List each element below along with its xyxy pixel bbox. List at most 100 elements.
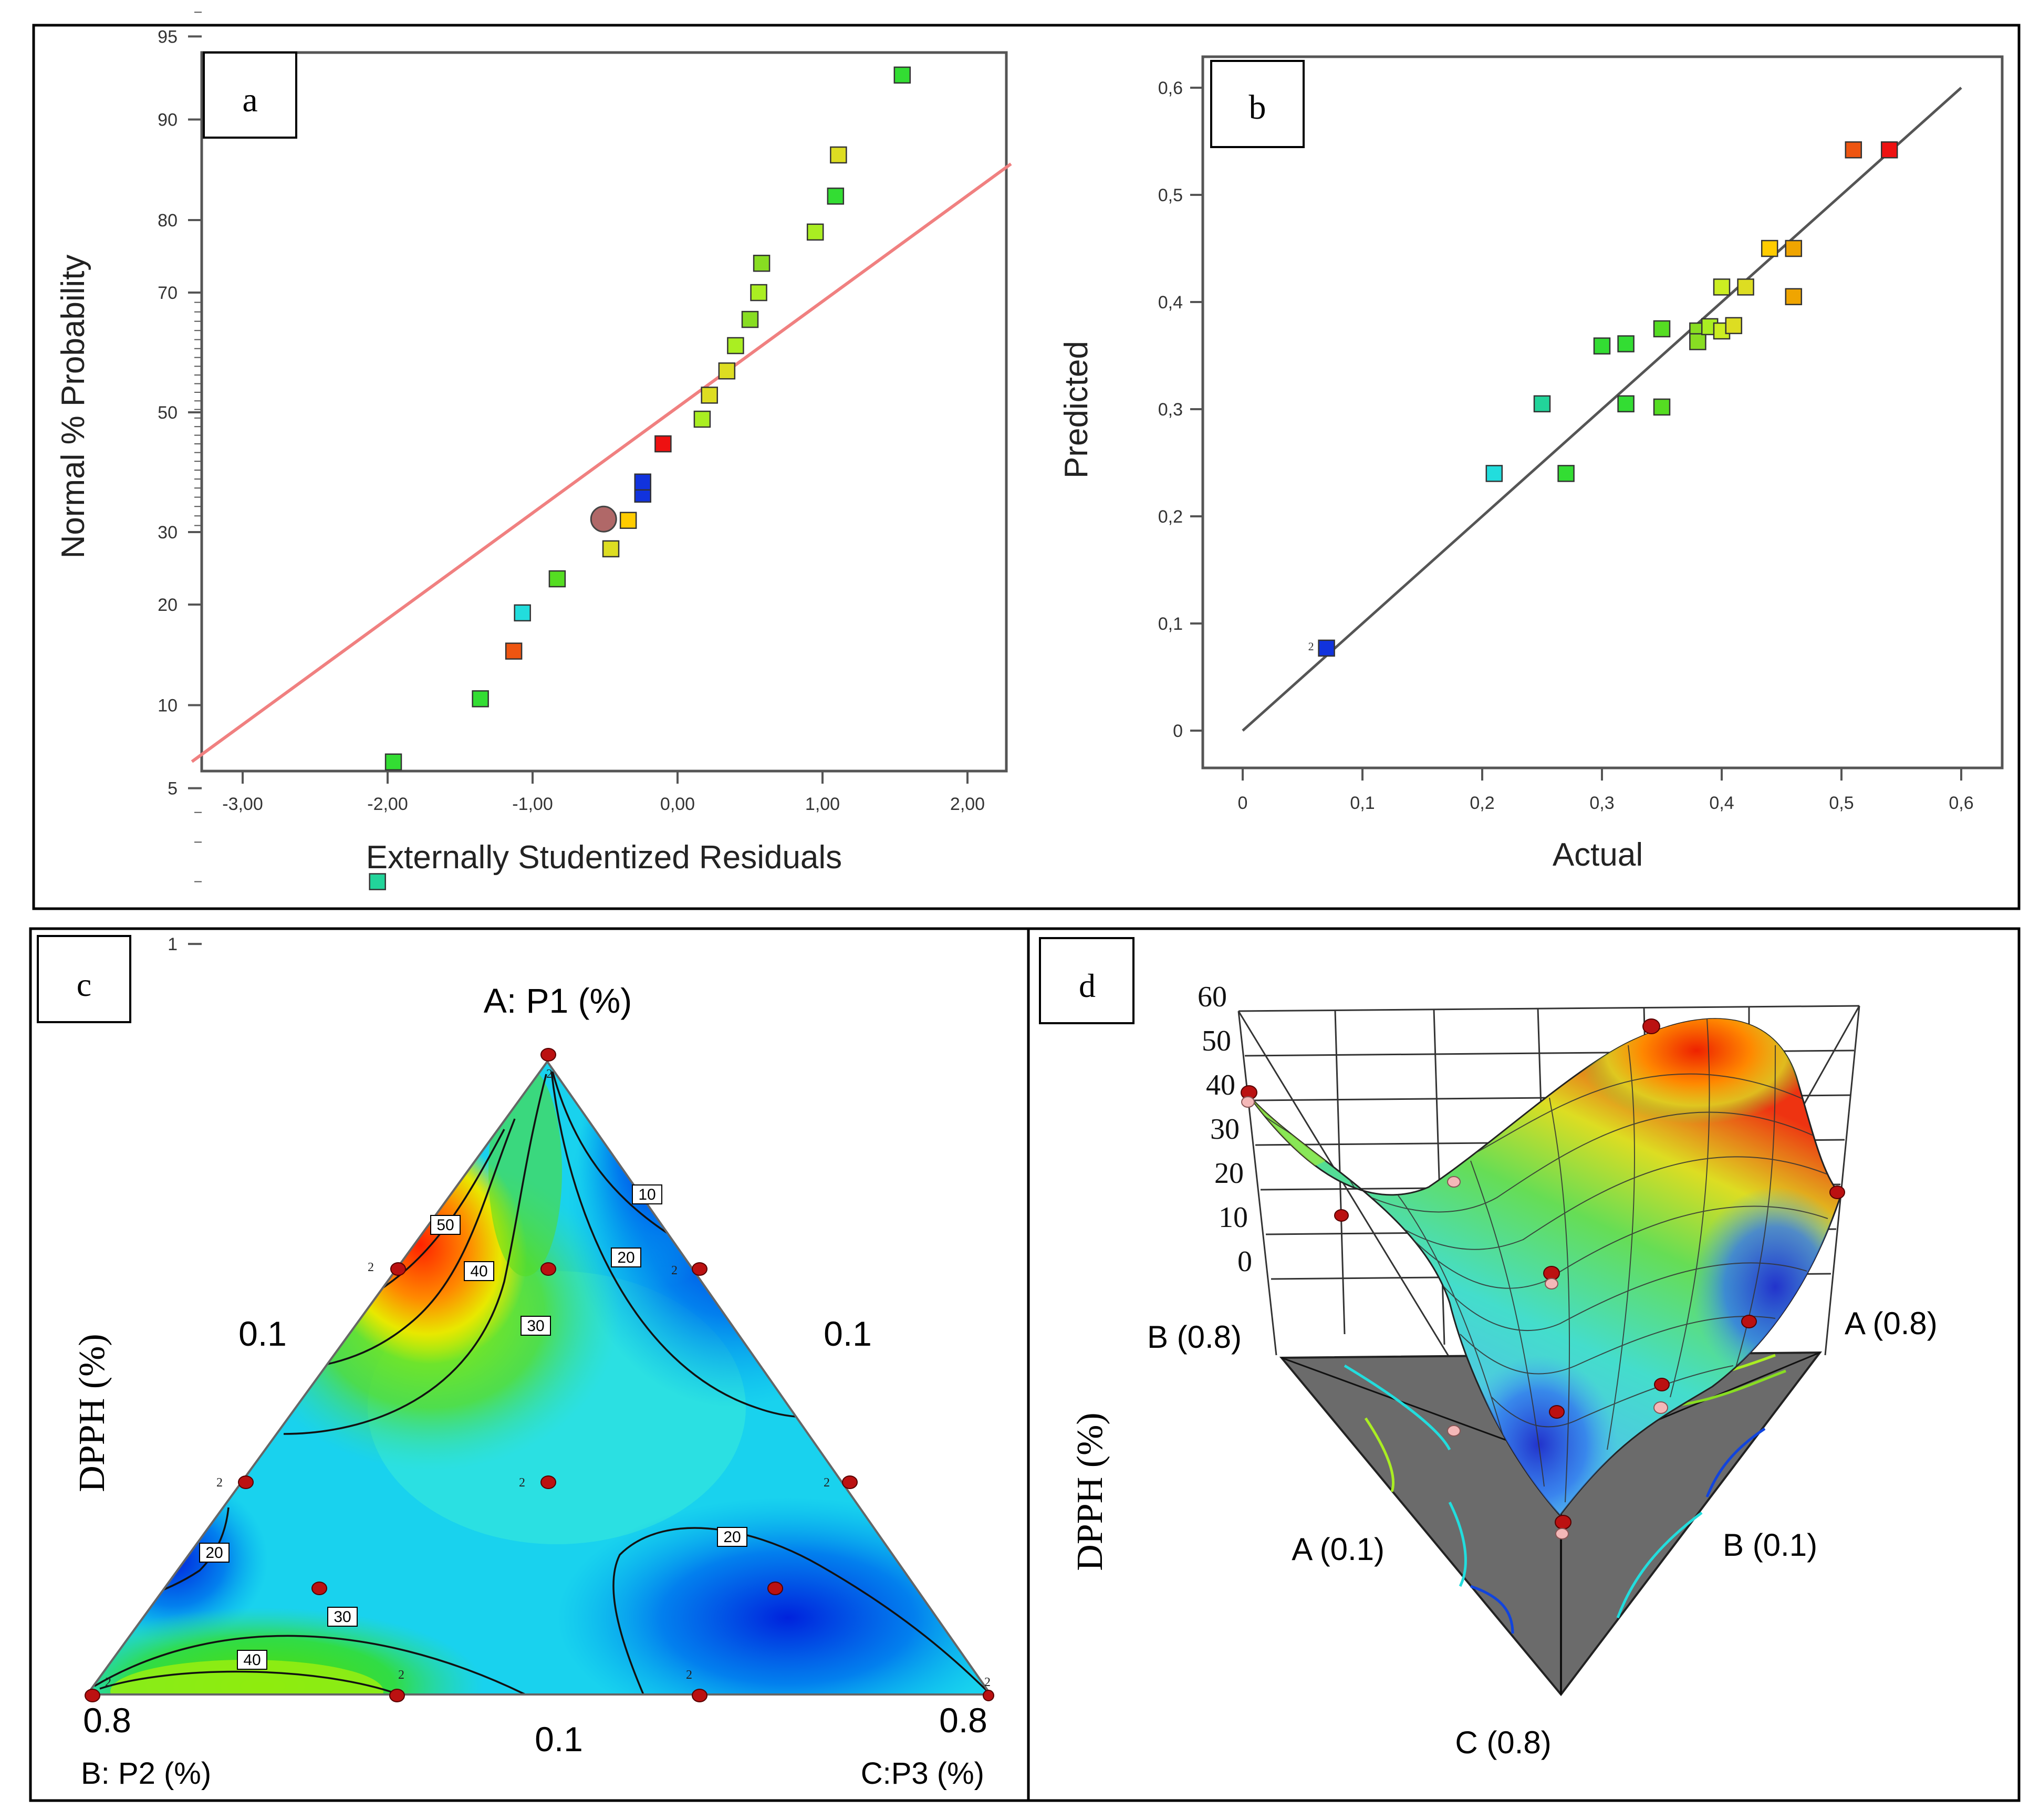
mesh-line	[1344, 1156, 1834, 1250]
data-point	[1617, 395, 1635, 413]
reference-line-b	[1242, 87, 1962, 732]
y-tick-label: 0,5	[1158, 185, 1183, 205]
axis-label-top-c: A: P1 (%)	[484, 981, 632, 1020]
z-tick-label: 30	[1210, 1113, 1240, 1146]
contour-label: 40	[470, 1263, 487, 1280]
design-point	[1334, 1209, 1349, 1222]
corner-label-right-c: 0.8	[939, 1701, 987, 1740]
design-point	[692, 1262, 707, 1276]
replicate-marks-c: 2 2 2 2 2 2 2 2 2 2	[105, 1067, 991, 1689]
contour-40-bottom	[99, 1670, 400, 1694]
replicate-mark: 2	[105, 1676, 111, 1689]
base-contour	[1616, 1512, 1703, 1618]
data-point	[548, 570, 566, 588]
data-point	[654, 435, 672, 453]
design-points-c	[85, 1048, 994, 1702]
y-tick-label: 10	[158, 696, 178, 716]
design-point	[540, 1048, 556, 1062]
y-tick-label: 5	[168, 779, 178, 799]
design-point	[238, 1475, 254, 1489]
x-axis-title-b: Actual	[1553, 837, 1643, 873]
response-label-d: DPPH (%)	[1070, 1412, 1110, 1571]
x-tick-label: 0,6	[1949, 793, 1973, 813]
data-point	[753, 254, 771, 272]
data-point	[718, 362, 736, 380]
data-point	[1617, 335, 1635, 352]
x-axis-a: -3,00 -2,00 -1,00 0,00 1,00 2,00	[222, 771, 985, 814]
design-point	[85, 1689, 100, 1702]
side-label-right-c: 0.1	[824, 1314, 872, 1353]
y-tick-label: 95	[158, 27, 178, 47]
contour-label: 40	[243, 1651, 261, 1669]
data-point	[1593, 337, 1611, 355]
contour-label: 30	[527, 1317, 544, 1335]
mesh-line	[1286, 1111, 1823, 1213]
axis-label-d: B (0.1)	[1723, 1527, 1817, 1563]
design-point	[1549, 1405, 1565, 1419]
mesh-line	[1607, 1045, 1635, 1450]
y-tick-label: 1	[168, 934, 178, 954]
base-triangle	[1279, 1351, 1823, 1697]
data-point	[1761, 240, 1778, 257]
design-point-projection	[1241, 1096, 1255, 1108]
design-point-projection	[1545, 1278, 1558, 1289]
design-points-d	[1241, 1018, 1845, 1540]
axis-label-left-c: B: P2 (%)	[81, 1756, 211, 1791]
design-point	[1741, 1315, 1757, 1328]
contour-label: 50	[436, 1216, 454, 1234]
replicate-mark: 2	[368, 1261, 374, 1274]
mesh-line	[1491, 1365, 1734, 1428]
replicate-annotation-b: 2	[1308, 640, 1314, 653]
contour-40-upper	[320, 1118, 516, 1367]
y-axis-a: 15102030507080909599	[158, 27, 202, 954]
data-point	[693, 410, 711, 428]
mesh-line	[1670, 1018, 1710, 1398]
ternary-outline	[85, 1059, 993, 1696]
replicate-mark: 2	[519, 1476, 525, 1490]
contour-label-box: 40	[464, 1261, 494, 1281]
data-point	[1880, 141, 1898, 159]
base-contour	[1364, 1417, 1395, 1492]
contour-label-box: 30	[521, 1316, 551, 1336]
grid-line	[1824, 1005, 1860, 1356]
x-tick-label: 0,3	[1589, 793, 1614, 813]
contour-label-box: 40	[237, 1650, 267, 1670]
base-contour	[1470, 1585, 1514, 1634]
x-tick-label: 0	[1238, 793, 1248, 813]
y-tick-label: 0,2	[1158, 507, 1183, 527]
grid-line	[1237, 1011, 1277, 1356]
data-point	[505, 642, 523, 660]
replicate-mark: 2	[216, 1476, 223, 1490]
design-point	[692, 1689, 707, 1702]
contour-labels: 10 20 20 20 30 30 40 40 50	[199, 1184, 747, 1670]
data-point	[1785, 288, 1803, 306]
data-point	[806, 223, 824, 241]
data-point	[1737, 278, 1754, 296]
panel-d-label: d	[1079, 967, 1096, 1004]
grid-line	[1433, 1009, 1445, 1345]
mesh-line	[1407, 1205, 1828, 1289]
contour-label-box: 20	[611, 1247, 641, 1267]
response-label-c: DPPH (%)	[72, 1334, 112, 1492]
z-tick-label: 10	[1219, 1201, 1248, 1234]
z-tick-label: 50	[1202, 1025, 1231, 1057]
y-minor-ticks-a	[194, 12, 202, 882]
data-point	[369, 873, 386, 890]
contour-30-upper	[283, 1074, 547, 1435]
data-point	[514, 604, 531, 622]
design-point	[842, 1475, 858, 1489]
data-point	[1845, 141, 1862, 159]
panel-a-label: a	[242, 81, 257, 119]
panel-d-frame	[1027, 927, 2021, 1802]
x-tick-label: -3,00	[222, 794, 263, 814]
y-tick-label: 0,6	[1158, 78, 1183, 98]
x-tick-label: 0,2	[1470, 793, 1494, 813]
design-point	[1555, 1515, 1571, 1530]
y-tick-label: 0,3	[1158, 400, 1183, 420]
x-tick-label: 1,00	[805, 794, 840, 814]
data-points-b	[1318, 141, 1898, 657]
data-point	[1653, 398, 1671, 416]
design-point-projection	[1447, 1176, 1461, 1188]
data-points-a	[369, 66, 911, 890]
